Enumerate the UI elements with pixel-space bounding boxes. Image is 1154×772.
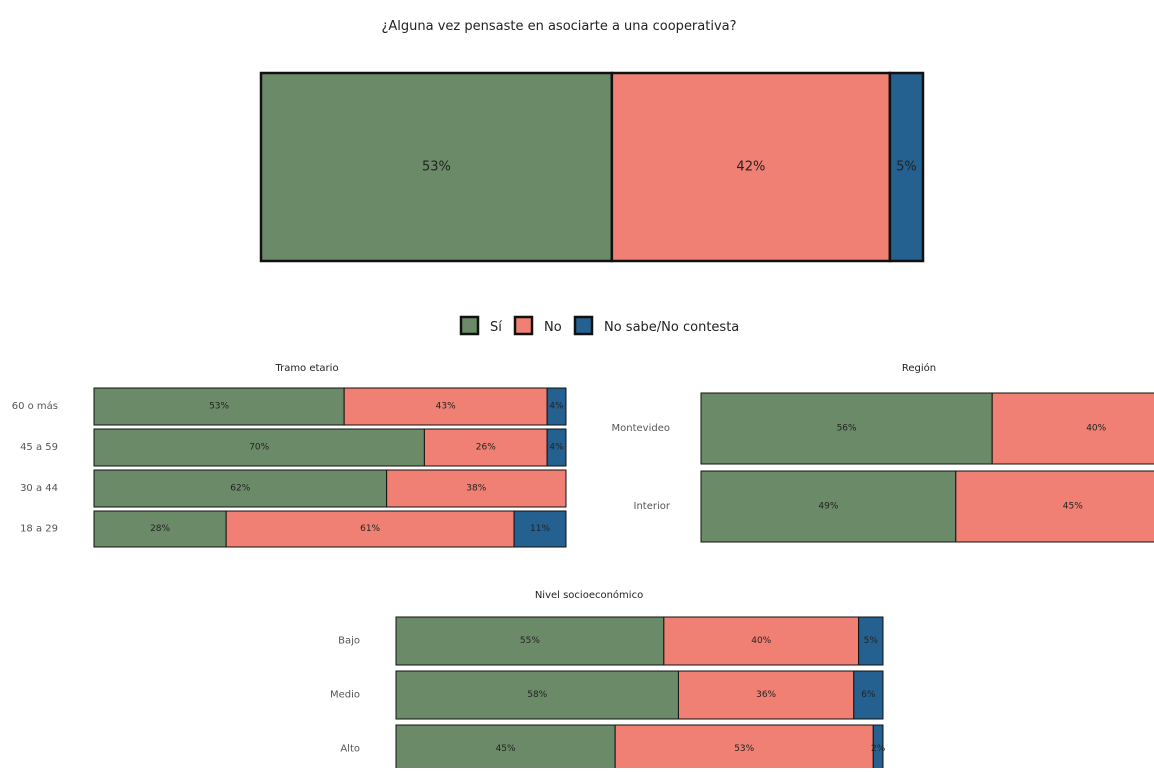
edad-bar-row: 70% 26% 4% 45 a 59 xyxy=(20,428,567,467)
legend-label-si: Sí xyxy=(490,320,502,335)
edad-bar-ns xyxy=(546,428,567,467)
region-bar-row: 56%40%4%Montevideo xyxy=(612,392,1154,465)
edad-category-label: 30 a 44 xyxy=(20,483,58,494)
nse-data-label: 2% xyxy=(871,744,886,754)
edad-bar-ns xyxy=(546,387,567,426)
legend-item-no: No xyxy=(513,315,562,336)
edad-data-label: 4% xyxy=(549,402,564,412)
region-category-label: Montevideo xyxy=(612,423,670,434)
nse-data-label: 6% xyxy=(861,690,876,700)
edad-data-label: 28% xyxy=(150,524,170,534)
main-bar-row: 53% 42% 5% xyxy=(259,71,925,263)
region-bar-no xyxy=(991,392,1154,465)
region-category-label: Interior xyxy=(634,501,671,512)
main-bar-si xyxy=(259,71,614,263)
edad-bar-no xyxy=(343,387,548,426)
facet-tramo-etario: Tramo etario 53% 43% 4% 60 o más 70% 26% 4% 45 … xyxy=(12,363,567,548)
legend-swatch-si xyxy=(459,315,480,336)
nse-bar-no xyxy=(614,724,874,768)
main-chart-title: ¿Alguna vez pensaste en asociarte a una … xyxy=(381,19,736,34)
legend-item-ns: No sabe/No contesta xyxy=(573,315,739,336)
legend-swatch-ns xyxy=(573,315,594,336)
nse-data-label: 5% xyxy=(864,636,879,646)
edad-bar-si xyxy=(93,510,227,548)
edad-data-label: 53% xyxy=(209,402,229,412)
edad-data-label: 38% xyxy=(466,484,486,494)
edad-data-label: 11% xyxy=(530,524,550,534)
nse-data-label: 40% xyxy=(751,636,771,646)
nse-category-label: Alto xyxy=(340,744,360,755)
region-bar-si xyxy=(700,470,957,543)
nse-category-label: Bajo xyxy=(338,636,360,647)
edad-category-label: 45 a 59 xyxy=(20,442,58,453)
facet-title-tramo-etario: Tramo etario xyxy=(274,363,338,374)
main-bar-no xyxy=(610,71,892,263)
edad-bar-no xyxy=(386,469,567,508)
nse-bar-row: 58% 36% 6% Medio xyxy=(330,670,884,720)
edad-bar-si xyxy=(93,469,388,508)
edad-bar-row: 28% 61% 11% 18 a 29 xyxy=(20,510,567,548)
edad-bar-no xyxy=(225,510,515,548)
nse-bar-si xyxy=(395,670,679,720)
edad-bar-row: 62% 38% 30 a 44 xyxy=(20,469,567,508)
nse-bar-row: 55% 40% 5% Bajo xyxy=(338,616,884,666)
nse-data-label: 45% xyxy=(496,744,516,754)
edad-bar-si xyxy=(93,428,425,467)
facet-region: Región 56%40%4%Montevideo49%45%6%Interio… xyxy=(612,362,1154,543)
main-bar-ns xyxy=(888,71,925,263)
legend-label-no: No xyxy=(544,320,562,335)
main-data-label: 53% xyxy=(422,160,451,175)
nse-data-label: 55% xyxy=(520,636,540,646)
edad-bar-row: 53% 43% 4% 60 o más xyxy=(12,387,567,426)
legend-item-si: Sí xyxy=(459,315,502,336)
region-data-label: 40% xyxy=(1086,424,1106,434)
edad-data-label: 43% xyxy=(436,402,456,412)
facet-nivel-socioeconomico: Nivel socioeconómico 55% 40% 5% Bajo 58% 36% 6… xyxy=(330,589,886,768)
facet-title-region: Región xyxy=(902,362,936,374)
nse-data-label: 58% xyxy=(527,690,547,700)
main-data-label: 42% xyxy=(736,160,765,175)
region-data-label: 45% xyxy=(1063,502,1083,512)
main-data-label: 5% xyxy=(896,160,917,175)
nse-bar-ns xyxy=(872,724,884,768)
nse-bar-ns xyxy=(858,616,884,666)
region-data-label: 49% xyxy=(818,502,838,512)
nse-data-label: 53% xyxy=(734,744,754,754)
nse-bar-row: 45% 53% 2% Alto xyxy=(340,724,886,768)
edad-data-label: 4% xyxy=(549,443,564,453)
facet-title-nivel-socioeconomico: Nivel socioeconómico xyxy=(535,589,643,601)
legend: Sí No No sabe/No contesta xyxy=(459,315,739,336)
nse-bar-ns xyxy=(853,670,884,720)
edad-data-label: 61% xyxy=(360,524,380,534)
main-chart: ¿Alguna vez pensaste en asociarte a una … xyxy=(259,19,925,263)
edad-data-label: 62% xyxy=(230,484,250,494)
nse-data-label: 36% xyxy=(756,690,776,700)
nse-category-label: Medio xyxy=(330,690,360,701)
legend-label-ns: No sabe/No contesta xyxy=(604,320,739,335)
edad-bar-ns xyxy=(513,510,567,548)
region-bar-si xyxy=(700,392,993,465)
legend-swatch-no xyxy=(513,315,534,336)
edad-category-label: 60 o más xyxy=(12,400,58,412)
region-data-label: 56% xyxy=(837,424,857,434)
nse-bar-si xyxy=(395,724,616,768)
region-bar-row: 49%45%6%Interior xyxy=(634,470,1154,543)
region-bar-no xyxy=(955,470,1154,543)
edad-category-label: 18 a 29 xyxy=(20,524,58,535)
edad-data-label: 70% xyxy=(249,443,269,453)
edad-data-label: 26% xyxy=(476,443,496,453)
edad-bar-si xyxy=(93,387,345,426)
